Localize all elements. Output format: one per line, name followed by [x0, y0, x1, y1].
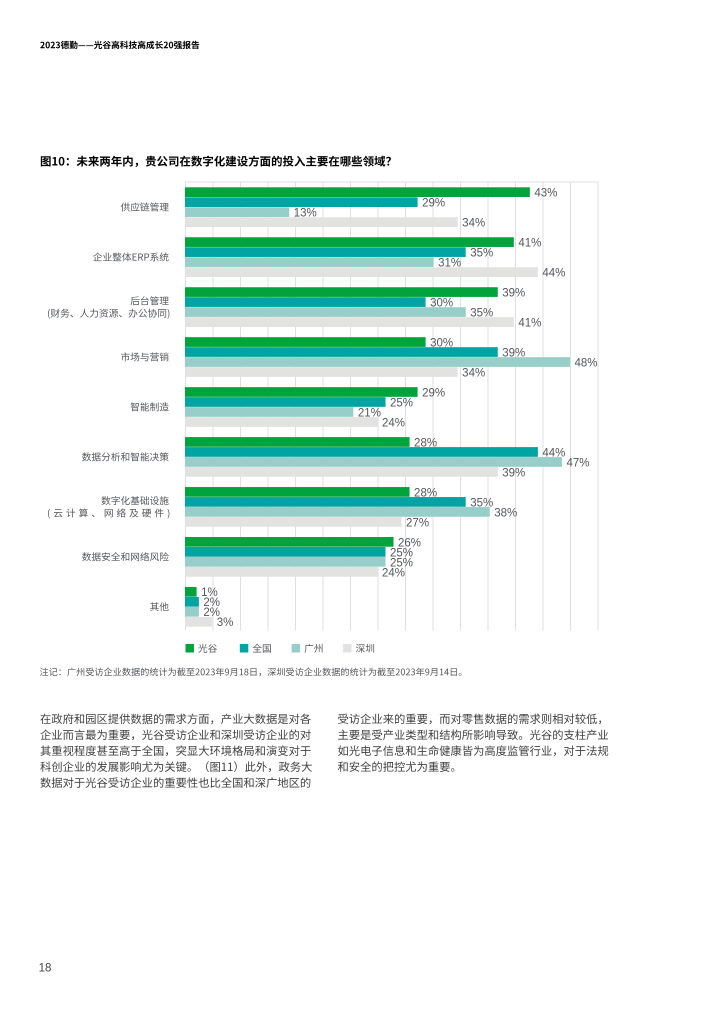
svg-text:43%: 43%	[534, 188, 557, 200]
svg-text:25%: 25%	[390, 547, 413, 559]
svg-text:31%: 31%	[438, 258, 461, 270]
svg-text:41%: 41%	[518, 317, 541, 329]
svg-text:39%: 39%	[502, 287, 525, 299]
svg-text:13%: 13%	[294, 208, 317, 220]
svg-text:1%: 1%	[201, 587, 218, 599]
svg-text:30%: 30%	[430, 297, 453, 309]
svg-text:28%: 28%	[414, 487, 437, 499]
svg-text:30%: 30%	[430, 337, 453, 349]
svg-text:24%: 24%	[382, 567, 405, 579]
svg-text:25%: 25%	[390, 557, 413, 569]
svg-text:34%: 34%	[462, 218, 485, 230]
svg-text:35%: 35%	[470, 307, 493, 319]
svg-text:2%: 2%	[203, 607, 220, 619]
svg-text:24%: 24%	[382, 417, 405, 429]
svg-text:41%: 41%	[518, 238, 541, 250]
svg-text:2%: 2%	[203, 597, 220, 609]
svg-text:48%: 48%	[574, 357, 597, 369]
svg-text:21%: 21%	[358, 407, 381, 419]
svg-text:26%: 26%	[398, 537, 421, 549]
svg-text:39%: 39%	[502, 467, 525, 479]
svg-text:28%: 28%	[414, 437, 437, 449]
svg-text:34%: 34%	[462, 367, 485, 379]
svg-text:35%: 35%	[470, 248, 493, 260]
svg-text:29%: 29%	[422, 198, 445, 210]
svg-text:39%: 39%	[502, 347, 525, 359]
svg-text:18: 18	[39, 963, 52, 975]
svg-text:47%: 47%	[566, 457, 589, 469]
svg-text:44%: 44%	[542, 447, 565, 459]
svg-text:44%: 44%	[542, 268, 565, 280]
svg-text:38%: 38%	[494, 507, 517, 519]
svg-text:27%: 27%	[406, 517, 429, 529]
svg-text:35%: 35%	[470, 497, 493, 509]
svg-text:3%: 3%	[217, 617, 234, 629]
svg-text:29%: 29%	[422, 387, 445, 399]
svg-text:25%: 25%	[390, 397, 413, 409]
